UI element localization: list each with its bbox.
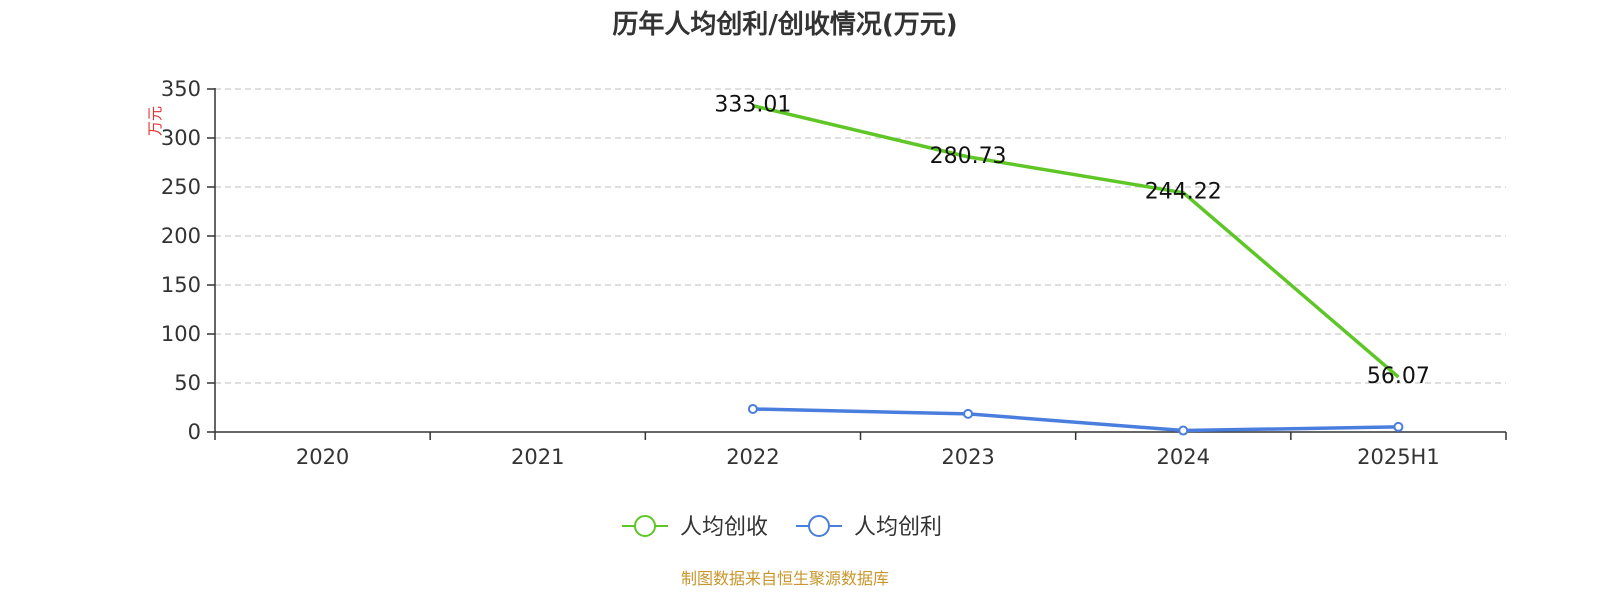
data-point bbox=[1178, 425, 1189, 436]
data-label: 280.73 bbox=[930, 144, 1007, 169]
y-tick-label: 200 bbox=[161, 224, 201, 248]
legend-label: 人均创利 bbox=[854, 515, 942, 540]
data-label: 56.07 bbox=[1367, 364, 1430, 389]
legend-swatch-circle bbox=[634, 515, 656, 537]
data-label: 244.22 bbox=[1145, 180, 1222, 205]
x-tick-label: 2021 bbox=[511, 445, 564, 469]
y-tick-label: 0 bbox=[188, 420, 201, 444]
data-point bbox=[747, 403, 758, 414]
y-tick-label: 350 bbox=[161, 77, 201, 101]
x-tick-label: 2022 bbox=[726, 445, 779, 469]
legend-item-0[interactable]: 人均创收 bbox=[622, 515, 768, 540]
data-label: 333.01 bbox=[714, 93, 791, 118]
series-line-1 bbox=[752, 407, 1399, 433]
y-tick-label: 50 bbox=[174, 371, 201, 395]
chart-title: 历年人均创利/创收情况(万元) bbox=[612, 9, 957, 40]
series-line-0 bbox=[752, 103, 1400, 379]
series-group: 333.01 280.73 244.22 56.07 bbox=[714, 93, 1430, 436]
y-axis-label: 万元 bbox=[146, 106, 164, 136]
data-point bbox=[1393, 421, 1404, 432]
source-note: 制图数据来自恒生聚源数据库 bbox=[681, 569, 889, 588]
legend-swatch-circle bbox=[808, 515, 830, 537]
legend-label: 人均创收 bbox=[680, 515, 768, 540]
y-tick-label: 300 bbox=[161, 126, 201, 150]
x-axis: 2020 2021 2022 2023 2024 2025H1 bbox=[214, 431, 1507, 469]
x-tick-label: 2020 bbox=[296, 445, 349, 469]
x-tick-label: 2023 bbox=[941, 445, 994, 469]
series-1 bbox=[747, 403, 1404, 436]
data-point bbox=[963, 408, 974, 419]
y-tick-label: 100 bbox=[161, 322, 201, 346]
y-axis: 0 50 100 150 200 250 300 350 bbox=[161, 77, 216, 444]
series-0: 333.01 280.73 244.22 56.07 bbox=[714, 93, 1429, 389]
legend-item-1[interactable]: 人均创利 bbox=[796, 515, 942, 540]
grid-lines bbox=[215, 88, 1506, 384]
legend[interactable]: 人均创收 人均创利 bbox=[622, 515, 942, 540]
y-tick-label: 250 bbox=[161, 175, 201, 199]
x-tick-label: 2024 bbox=[1157, 445, 1210, 469]
x-tick-label: 2025H1 bbox=[1357, 445, 1440, 469]
y-tick-label: 150 bbox=[161, 273, 201, 297]
